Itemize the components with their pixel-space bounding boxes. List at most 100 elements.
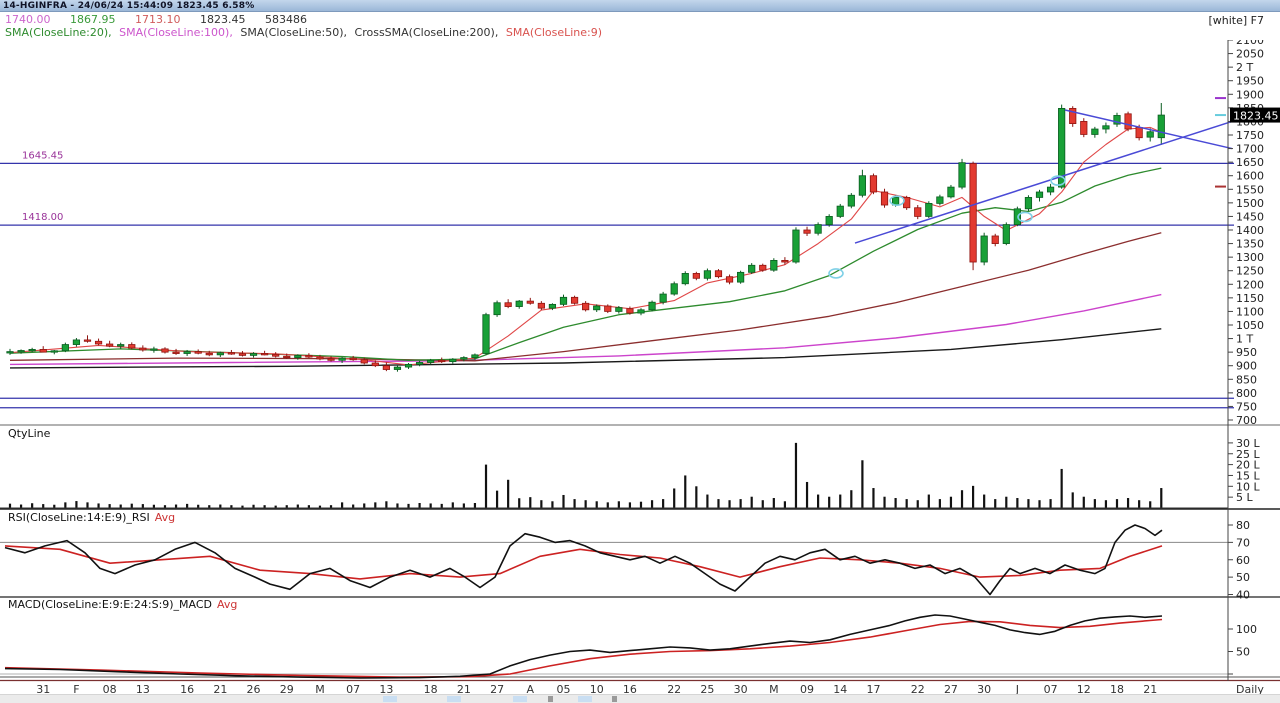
svg-text:15 L: 15 L xyxy=(1236,469,1260,482)
svg-text:M: M xyxy=(769,683,779,696)
crossover-markers xyxy=(828,175,1066,279)
quote-row: 1740.00 1867.95 1713.10 1823.45 583486 xyxy=(5,13,323,26)
svg-text:50: 50 xyxy=(1236,571,1250,584)
svg-text:1350: 1350 xyxy=(1236,238,1264,251)
svg-text:100: 100 xyxy=(1236,623,1257,636)
svg-text:1450: 1450 xyxy=(1236,210,1264,223)
svg-text:10: 10 xyxy=(590,683,604,696)
legend-sma20[interactable]: SMA(CloseLine:20), xyxy=(5,26,112,39)
svg-text:18: 18 xyxy=(1110,683,1124,696)
svg-text:950: 950 xyxy=(1236,346,1257,359)
svg-text:05: 05 xyxy=(557,683,571,696)
svg-text:1050: 1050 xyxy=(1236,319,1264,332)
svg-text:16: 16 xyxy=(623,683,637,696)
macd-avg-label: Avg xyxy=(217,598,238,611)
svg-text:27: 27 xyxy=(490,683,504,696)
macd-indicator-name: MACD(CloseLine:E:9:E:24:S:9)_MACD xyxy=(8,598,213,611)
legend-sma50[interactable]: SMA(CloseLine:50), xyxy=(240,26,348,39)
rsi-plot xyxy=(0,524,1228,596)
legend-sma100[interactable]: SMA(CloseLine:100), xyxy=(119,26,233,39)
svg-text:F: F xyxy=(73,683,79,696)
macd-plot xyxy=(0,614,1228,679)
volume-panel-label[interactable]: QtyLine xyxy=(8,427,50,440)
window-title-bar[interactable]: 14-HGINFRA - 24/06/24 15:44:09 1823.45 6… xyxy=(0,0,1280,12)
svg-text:1100: 1100 xyxy=(1236,305,1264,318)
rsi-panel-label[interactable]: RSI(CloseLine:14:E:9)_RSI Avg xyxy=(8,511,175,524)
svg-text:30 L: 30 L xyxy=(1236,437,1260,450)
volume-bars xyxy=(0,442,1228,509)
rsi-avg-label: Avg xyxy=(154,511,176,524)
horizontal-price-lines: 1645.45 1418.00 xyxy=(0,150,1234,409)
legend-sma9[interactable]: SMA(CloseLine:9) xyxy=(505,26,603,39)
svg-text:07: 07 xyxy=(346,683,360,696)
volume-indicator-name: QtyLine xyxy=(8,427,51,440)
svg-text:1 T: 1 T xyxy=(1236,333,1253,346)
svg-text:J: J xyxy=(1015,683,1019,696)
svg-text:09: 09 xyxy=(800,683,814,696)
svg-text:14: 14 xyxy=(833,683,847,696)
svg-text:2100: 2100 xyxy=(1236,40,1264,47)
svg-text:08: 08 xyxy=(103,683,117,696)
svg-text:26: 26 xyxy=(247,683,261,696)
svg-text:21: 21 xyxy=(213,683,227,696)
svg-text:1700: 1700 xyxy=(1236,143,1264,156)
svg-text:1645.45: 1645.45 xyxy=(22,150,63,161)
svg-text:850: 850 xyxy=(1236,373,1257,386)
indicator-legend: SMA(CloseLine:20), SMA(CloseLine:100), S… xyxy=(5,26,606,39)
svg-text:1900: 1900 xyxy=(1236,88,1264,101)
svg-text:2050: 2050 xyxy=(1236,48,1264,61)
svg-text:800: 800 xyxy=(1236,387,1257,400)
svg-text:1200: 1200 xyxy=(1236,278,1264,291)
x-axis-labels: 31 F 08 13 16 21 26 29 M 07 13 18 21 27 A 05 10 16 22 25 30 M… xyxy=(36,683,1264,696)
svg-text:1750: 1750 xyxy=(1236,129,1264,142)
layout-hint-label: [white] F7 xyxy=(1208,14,1264,27)
svg-text:1950: 1950 xyxy=(1236,75,1264,88)
strip-tile xyxy=(447,696,461,702)
svg-text:A: A xyxy=(527,683,535,696)
svg-text:29: 29 xyxy=(280,683,294,696)
svg-text:60: 60 xyxy=(1236,554,1250,567)
svg-text:50: 50 xyxy=(1236,646,1250,659)
svg-text:22: 22 xyxy=(911,683,925,696)
svg-text:31: 31 xyxy=(36,683,50,696)
svg-text:M: M xyxy=(315,683,325,696)
strip-mark xyxy=(612,696,617,702)
svg-text:700: 700 xyxy=(1236,414,1257,427)
svg-text:13: 13 xyxy=(379,683,393,696)
indicator-axes: 5 L10 L15 L20 L25 L30 L 40 50 60 70 80 50 100 xyxy=(1228,437,1260,675)
svg-text:17: 17 xyxy=(866,683,880,696)
candlesticks[interactable] xyxy=(6,102,1165,372)
svg-text:21: 21 xyxy=(457,683,471,696)
quote-high: 1867.95 xyxy=(70,13,116,26)
quote-close: 1823.45 xyxy=(200,13,246,26)
svg-text:750: 750 xyxy=(1236,400,1257,413)
svg-text:22: 22 xyxy=(667,683,681,696)
strip-mark xyxy=(548,696,553,702)
svg-text:10 L: 10 L xyxy=(1236,480,1260,493)
svg-text:1250: 1250 xyxy=(1236,265,1264,278)
svg-text:1400: 1400 xyxy=(1236,224,1264,237)
last-price-tag: 1823.45 xyxy=(1230,107,1280,123)
svg-text:1150: 1150 xyxy=(1236,292,1264,305)
trend-lines[interactable] xyxy=(854,109,1233,244)
svg-text:25 L: 25 L xyxy=(1236,448,1260,461)
bottom-scroll-strip[interactable] xyxy=(0,694,1280,703)
window-title: 14-HGINFRA - 24/06/24 15:44:09 1823.45 6… xyxy=(3,1,255,11)
svg-text:1418.00: 1418.00 xyxy=(22,212,63,223)
panel-separators xyxy=(0,424,1280,682)
quote-volume: 583486 xyxy=(265,13,307,26)
svg-text:18: 18 xyxy=(424,683,438,696)
macd-panel-label[interactable]: MACD(CloseLine:E:9:E:24:S:9)_MACD Avg xyxy=(8,598,237,611)
strip-tile xyxy=(578,696,592,702)
svg-text:20 L: 20 L xyxy=(1236,459,1260,472)
svg-text:25: 25 xyxy=(700,683,714,696)
svg-text:1500: 1500 xyxy=(1236,197,1264,210)
strip-tile xyxy=(383,696,397,702)
svg-text:1300: 1300 xyxy=(1236,251,1264,264)
legend-sma200[interactable]: CrossSMA(CloseLine:200), xyxy=(354,26,499,39)
svg-text:1600: 1600 xyxy=(1236,170,1264,183)
svg-text:5 L: 5 L xyxy=(1236,491,1253,504)
